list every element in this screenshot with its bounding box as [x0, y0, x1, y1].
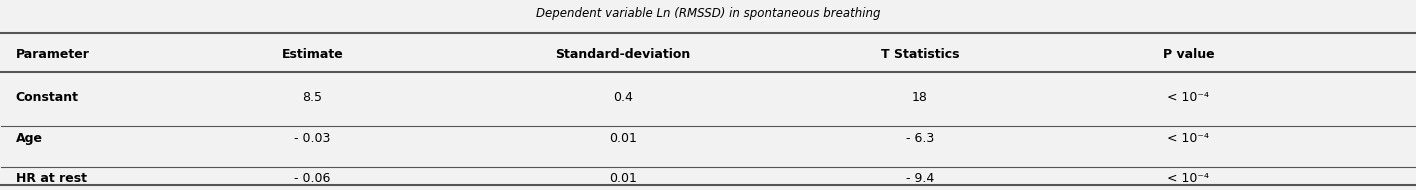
Text: 8.5: 8.5 [302, 91, 323, 104]
Text: < 10⁻⁴: < 10⁻⁴ [1168, 131, 1209, 145]
Text: - 6.3: - 6.3 [906, 131, 935, 145]
Text: Dependent variable Ln (RMSSD) in spontaneous breathing: Dependent variable Ln (RMSSD) in spontan… [535, 7, 881, 20]
Text: Standard-deviation: Standard-deviation [555, 48, 691, 61]
Text: < 10⁻⁴: < 10⁻⁴ [1168, 91, 1209, 104]
Text: - 0.03: - 0.03 [295, 131, 330, 145]
Text: Parameter: Parameter [16, 48, 89, 61]
Text: < 10⁻⁴: < 10⁻⁴ [1168, 173, 1209, 185]
Text: 0.01: 0.01 [609, 173, 637, 185]
Text: P value: P value [1163, 48, 1215, 61]
Text: HR at rest: HR at rest [16, 173, 86, 185]
Text: Age: Age [16, 131, 42, 145]
Text: 18: 18 [912, 91, 927, 104]
Text: - 0.06: - 0.06 [295, 173, 330, 185]
Text: 0.01: 0.01 [609, 131, 637, 145]
Text: - 9.4: - 9.4 [906, 173, 935, 185]
Text: Constant: Constant [16, 91, 78, 104]
Text: Estimate: Estimate [282, 48, 343, 61]
Text: 0.4: 0.4 [613, 91, 633, 104]
Text: T Statistics: T Statistics [881, 48, 959, 61]
